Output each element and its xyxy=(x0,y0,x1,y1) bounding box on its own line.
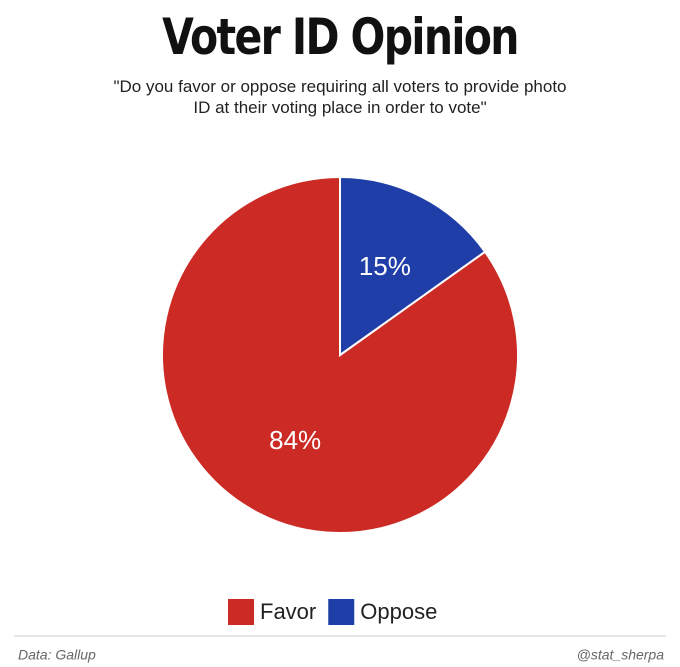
source: Data: Gallup xyxy=(18,647,96,663)
chart-subtitle: "Do you favor or oppose requiring all vo… xyxy=(113,77,567,117)
pie-slice xyxy=(161,175,519,534)
value-label: 84% xyxy=(269,425,321,455)
pie-slice xyxy=(339,175,487,357)
legend-swatch xyxy=(328,599,355,625)
chart-title: Voter ID Opinion xyxy=(162,8,519,66)
value-label: 15% xyxy=(359,251,411,281)
credit: @stat_sherpa xyxy=(577,647,665,663)
legend-label: Oppose xyxy=(360,599,437,624)
legend-swatch xyxy=(228,599,254,625)
legend-label: Favor xyxy=(260,599,316,624)
